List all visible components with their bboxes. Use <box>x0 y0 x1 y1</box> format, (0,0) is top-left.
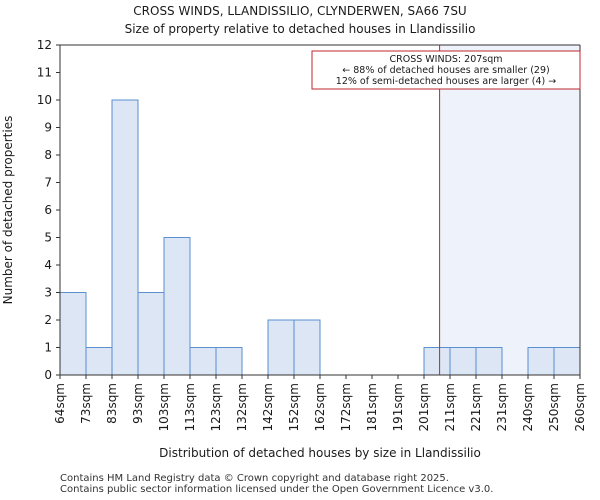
x-tick-label-162sqm: 162sqm <box>313 383 327 431</box>
highlight-region <box>439 45 580 375</box>
highlight-region-layer <box>439 45 580 375</box>
x-tick-label-181sqm: 181sqm <box>365 383 379 431</box>
y-tick-label-8: 8 <box>44 148 52 162</box>
bar-123sqm <box>215 347 243 376</box>
x-tick-label-260sqm: 260sqm <box>573 383 587 431</box>
x-tick-label-172sqm: 172sqm <box>339 383 353 431</box>
bar-73sqm <box>85 347 113 376</box>
annotation-line-1: CROSS WINDS: 207sqm <box>389 54 502 65</box>
bar-240sqm <box>527 347 555 376</box>
y-axis-label: Number of detached properties <box>1 116 15 305</box>
x-tick-label-83sqm: 83sqm <box>105 383 119 424</box>
bar-211sqm <box>449 347 477 376</box>
annotation-line-3: 12% of semi-detached houses are larger (… <box>336 76 556 87</box>
bar-64sqm <box>59 292 87 376</box>
x-tick-label-240sqm: 240sqm <box>521 383 535 431</box>
x-tick-label-113sqm: 113sqm <box>183 383 197 431</box>
x-axis-label: Distribution of detached houses by size … <box>159 446 481 460</box>
y-tick-label-1: 1 <box>44 341 52 355</box>
y-tick-label-10: 10 <box>37 93 52 107</box>
y-tick-label-0: 0 <box>44 368 52 382</box>
bar-93sqm <box>137 292 165 376</box>
x-tick-label-132sqm: 132sqm <box>235 383 249 431</box>
bar-103sqm <box>163 237 191 376</box>
bar-201sqm <box>423 347 451 376</box>
chart-subtitle: Size of property relative to detached ho… <box>124 22 476 36</box>
footer-copyright: Contains HM Land Registry data © Crown c… <box>60 473 449 484</box>
footer-licence: Contains public sector information licen… <box>60 484 494 495</box>
bar-113sqm <box>189 347 217 376</box>
bar-221sqm <box>475 347 503 376</box>
y-tick-label-4: 4 <box>44 258 52 272</box>
x-tick-label-103sqm: 103sqm <box>157 383 171 431</box>
y-tick-label-7: 7 <box>44 176 52 190</box>
x-tick-label-201sqm: 201sqm <box>417 383 431 431</box>
x-tick-label-211sqm: 211sqm <box>443 383 457 431</box>
y-tick-label-3: 3 <box>44 286 52 300</box>
annotation-line-2: ← 88% of detached houses are smaller (29… <box>342 65 549 76</box>
x-tick-label-93sqm: 93sqm <box>131 383 145 424</box>
x-tick-label-73sqm: 73sqm <box>79 383 93 424</box>
y-tick-label-11: 11 <box>37 66 52 80</box>
x-tick-label-250sqm: 250sqm <box>547 383 561 431</box>
bar-142sqm <box>267 319 295 376</box>
x-tick-label-123sqm: 123sqm <box>209 383 223 431</box>
x-tick-label-64sqm: 64sqm <box>53 383 67 424</box>
x-ticks-layer: 64sqm 73sqm 83sqm 93sqm 103sqm 113sqm 123sqm 13… <box>53 375 587 431</box>
x-tick-label-142sqm: 142sqm <box>261 383 275 431</box>
bar-152sqm <box>293 319 321 376</box>
y-tick-label-5: 5 <box>44 231 52 245</box>
x-tick-label-152sqm: 152sqm <box>287 383 301 431</box>
marker-layer: CROSS WINDS: 207sqm← 88% of detached hou… <box>311 45 581 375</box>
y-tick-label-9: 9 <box>44 121 52 135</box>
bar-250sqm <box>553 347 581 376</box>
x-tick-label-221sqm: 221sqm <box>469 383 483 431</box>
annotation-box <box>311 50 581 90</box>
x-tick-label-191sqm: 191sqm <box>391 383 405 431</box>
y-tick-label-2: 2 <box>44 313 52 327</box>
x-tick-label-231sqm: 231sqm <box>495 383 509 431</box>
y-tick-label-6: 6 <box>44 203 52 217</box>
bars-layer <box>59 99 581 376</box>
bar-83sqm <box>111 99 139 376</box>
y-tick-label-12: 12 <box>37 38 52 52</box>
chart-title: CROSS WINDS, LLANDISSILIO, CLYNDERWEN, S… <box>133 4 467 18</box>
